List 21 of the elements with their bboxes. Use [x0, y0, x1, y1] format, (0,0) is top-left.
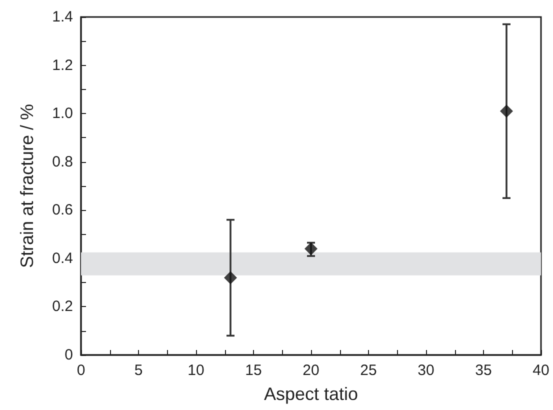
point — [500, 104, 513, 118]
y-tick-label: 1.4 — [52, 8, 73, 26]
point — [224, 271, 237, 284]
y-tick-label: 1.0 — [52, 105, 73, 122]
y-tick-label: 0 — [64, 346, 73, 364]
x-tick-label: 20 — [302, 362, 320, 379]
x-tick-label: 0 — [76, 362, 86, 379]
x-tick-label: 35 — [475, 362, 492, 379]
y-tick-label: 0.6 — [52, 202, 73, 219]
x-tick-label: 30 — [418, 362, 434, 379]
y-tick-label: 1.2 — [52, 56, 73, 74]
x-tick-label: 10 — [188, 362, 204, 379]
x-tick-label: 25 — [360, 362, 377, 379]
x-axis-title: Aspect tatio — [264, 384, 358, 404]
x-tick-label: 15 — [245, 362, 262, 379]
x-tick-label: 5 — [134, 362, 143, 379]
y-tick-label: 0.2 — [52, 298, 73, 316]
y-axis-title: Strain at fracture / % — [17, 104, 37, 268]
y-tick-label: 0.4 — [52, 250, 73, 267]
x-tick-label: 40 — [532, 362, 550, 379]
y-tick-label: 0.8 — [52, 153, 73, 170]
